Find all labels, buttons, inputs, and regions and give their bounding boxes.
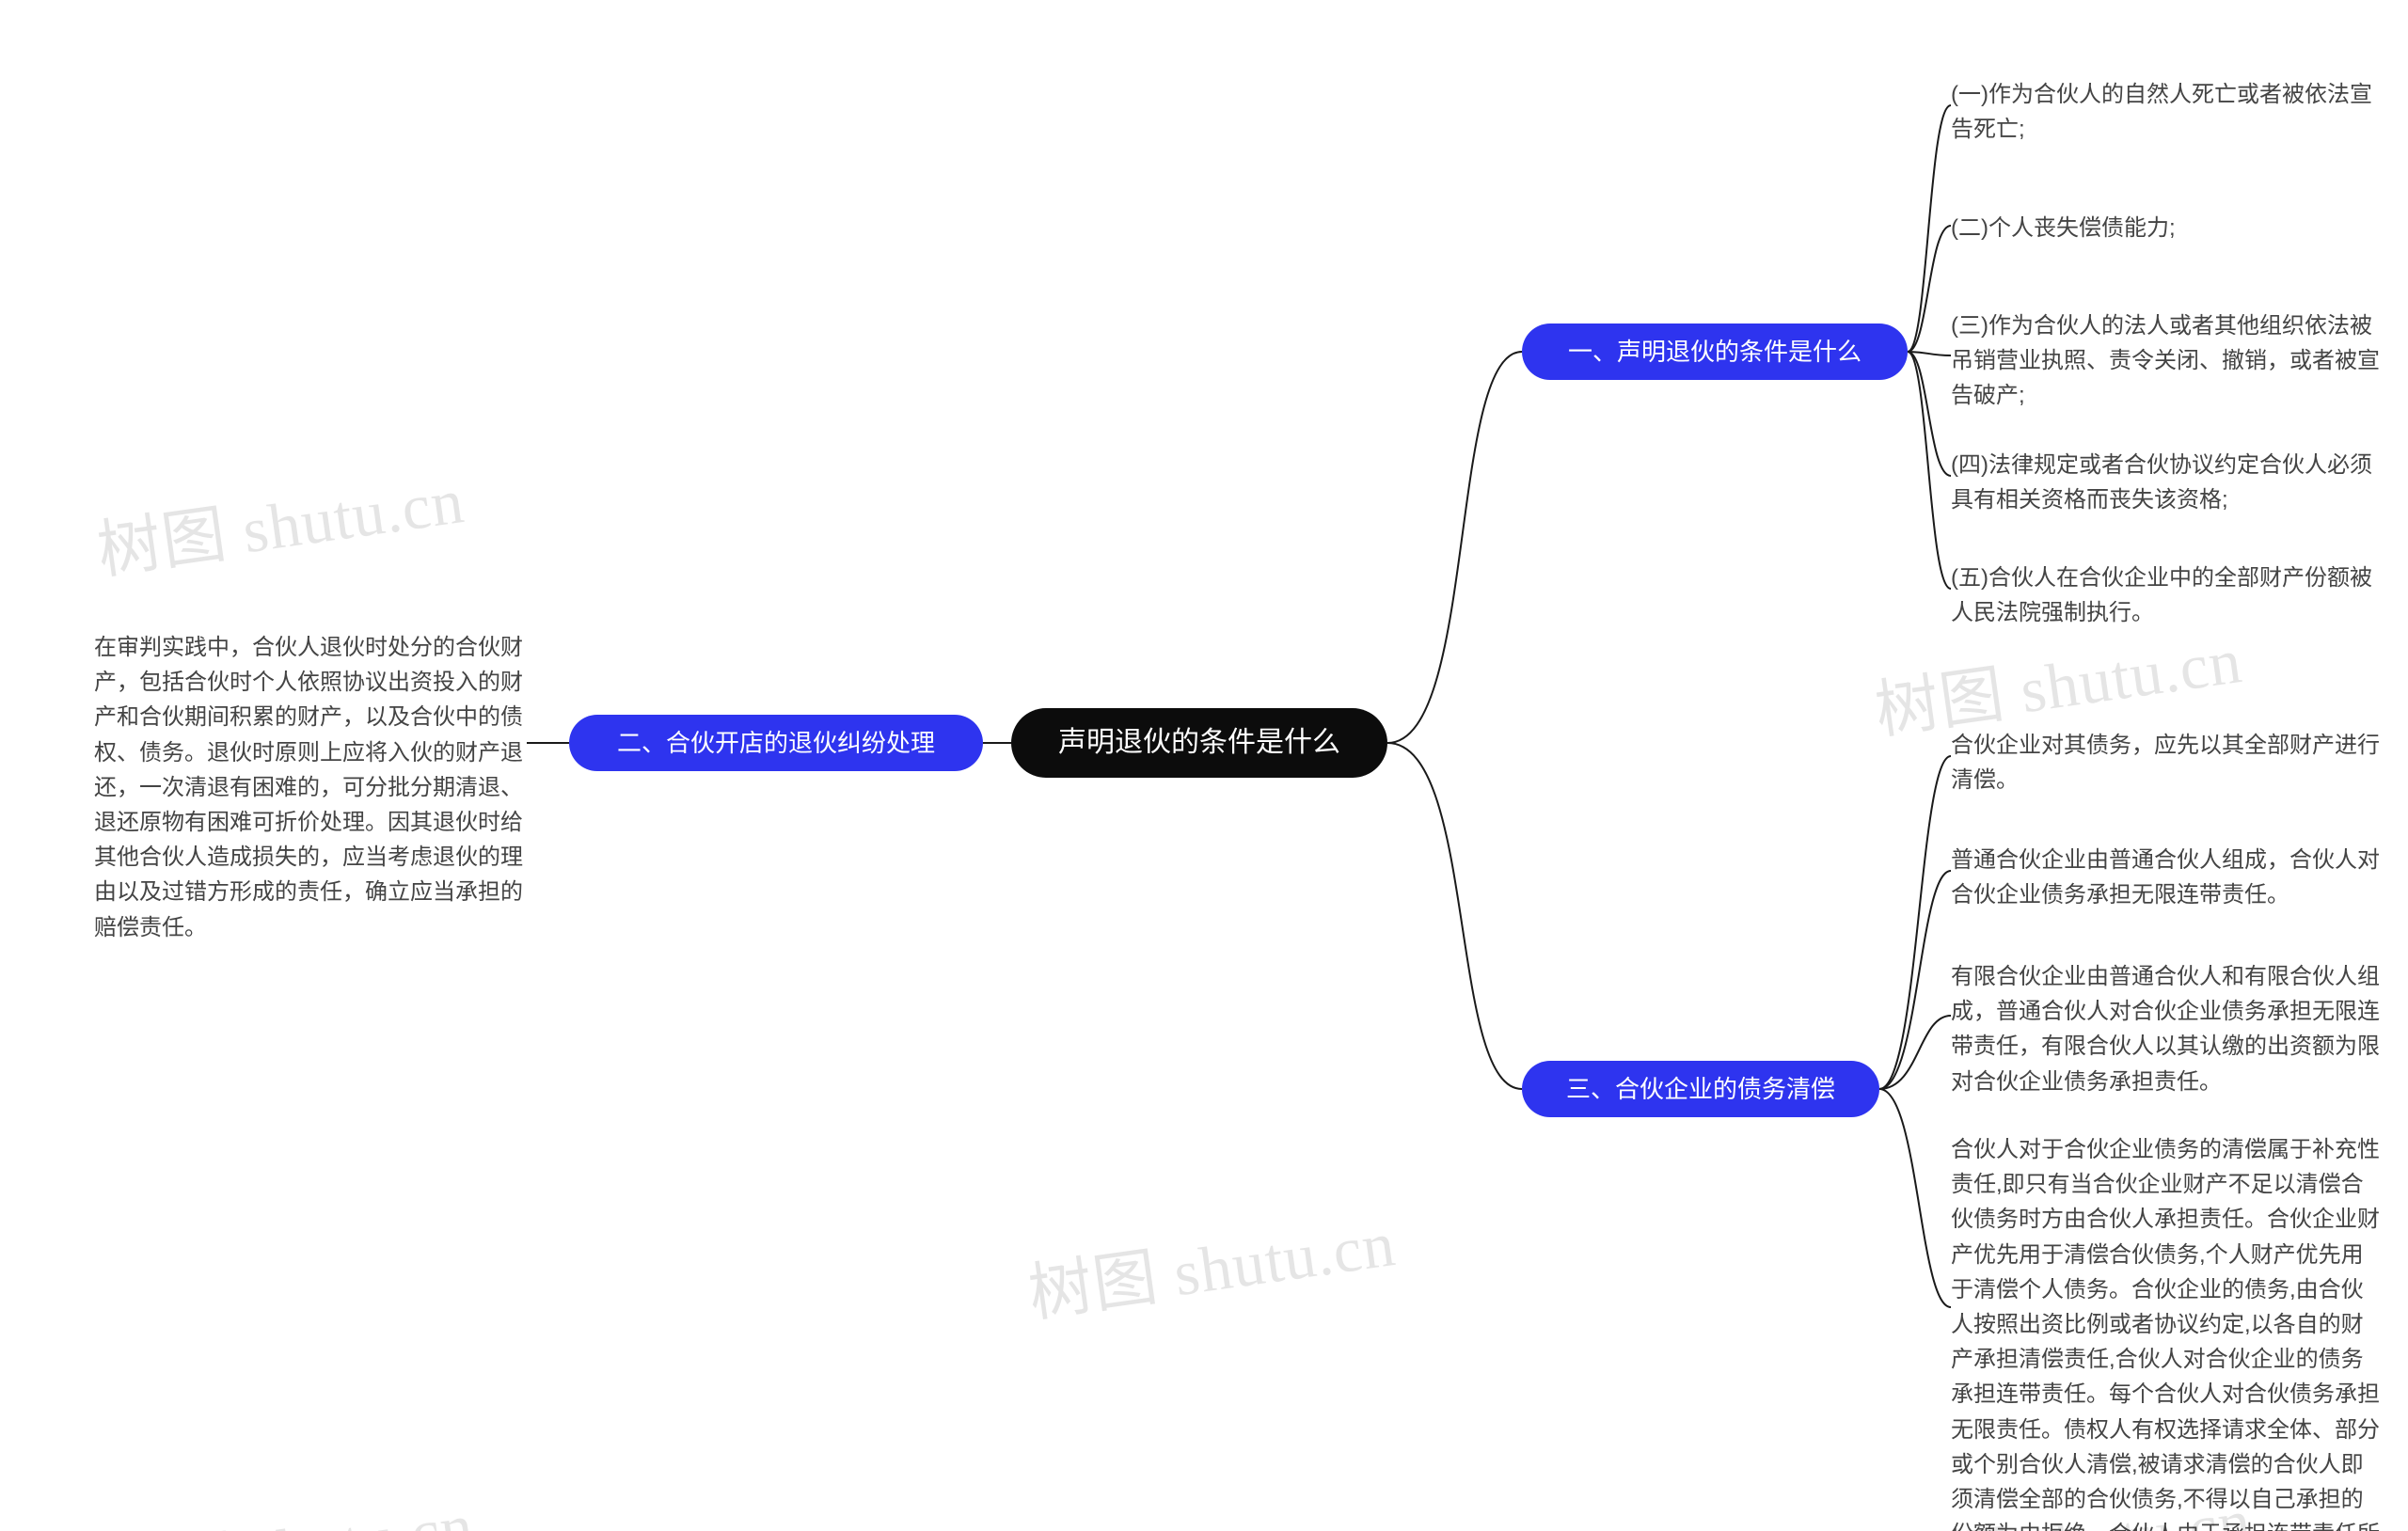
watermark: 树图 shutu.cn: [100, 1473, 479, 1531]
root-node: 声明退伙的条件是什么: [1011, 708, 1387, 778]
leaf-b1-4: (四)法律规定或者合伙协议约定合伙人必须具有相关资格而丧失该资格;: [1951, 448, 2384, 517]
branch-1-label: 一、声明退伙的条件是什么: [1568, 335, 1861, 369]
leaf-b3-2: 普通合伙企业由普通合伙人组成，合伙人对合伙企业债务承担无限连带责任。: [1951, 843, 2384, 912]
leaf-b3-3: 有限合伙企业由普通合伙人和有限合伙人组成，普通合伙人对合伙企业债务承担无限连带责…: [1951, 959, 2384, 1099]
leaf-b3-1: 合伙企业对其债务，应先以其全部财产进行清偿。: [1951, 728, 2384, 797]
branch-node-3: 三、合伙企业的债务清偿: [1522, 1061, 1879, 1117]
watermark: 树图 shutu.cn: [90, 448, 469, 592]
branch-2-label: 二、合伙开店的退伙纠纷处理: [617, 726, 935, 760]
branch-node-1: 一、声明退伙的条件是什么: [1522, 324, 1908, 380]
leaf-b1-2: (二)个人丧失偿债能力;: [1951, 211, 2384, 245]
leaf-b3-4: 合伙人对于合伙企业债务的清偿属于补充性责任,即只有当合伙企业财产不足以清偿合伙债…: [1951, 1132, 2384, 1531]
leaf-b1-3: (三)作为合伙人的法人或者其他组织依法被吊销营业执照、责令关闭、撤销，或者被宣告…: [1951, 308, 2384, 414]
root-label: 声明退伙的条件是什么: [1058, 723, 1340, 763]
mindmap-canvas: 声明退伙的条件是什么 一、声明退伙的条件是什么 (一)作为合伙人的自然人死亡或者…: [0, 0, 2408, 1531]
branch-3-label: 三、合伙企业的债务清偿: [1566, 1072, 1835, 1106]
branch-node-2: 二、合伙开店的退伙纠纷处理: [569, 715, 983, 771]
watermark: 树图 shutu.cn: [1022, 1191, 1401, 1334]
leaf-b1-5: (五)合伙人在合伙企业中的全部财产份额被人民法院强制执行。: [1951, 560, 2384, 630]
leaf-b1-1: (一)作为合伙人的自然人死亡或者被依法宣告死亡;: [1951, 77, 2384, 147]
leaf-b2-1: 在审判实践中，合伙人退伙时处分的合伙财产，包括合伙时个人依照协议出资投入的财产和…: [94, 630, 527, 945]
